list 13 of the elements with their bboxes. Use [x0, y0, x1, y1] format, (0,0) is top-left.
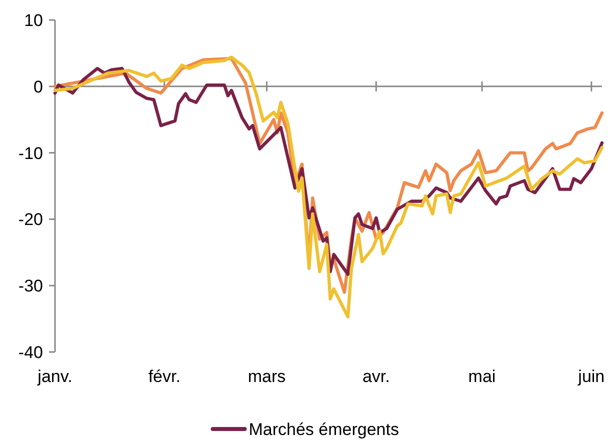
y-tick-label: 0 [34, 77, 43, 96]
legend-label: Marchés émergents [248, 420, 399, 439]
x-tick-label: avr. [362, 367, 390, 386]
y-tick-label: -30 [18, 276, 43, 296]
y-tick-label: -10 [18, 144, 43, 163]
x-tick-label: mars [248, 367, 286, 386]
y-tick-label: -20 [18, 210, 43, 230]
x-tick-label: févr. [148, 367, 180, 386]
y-tick-label: 10 [24, 10, 43, 30]
x-tick-label: juin [577, 367, 605, 386]
y-tick-label: -40 [18, 342, 43, 362]
x-tick-label: janv. [36, 367, 72, 386]
x-tick-label: mai [468, 367, 496, 386]
